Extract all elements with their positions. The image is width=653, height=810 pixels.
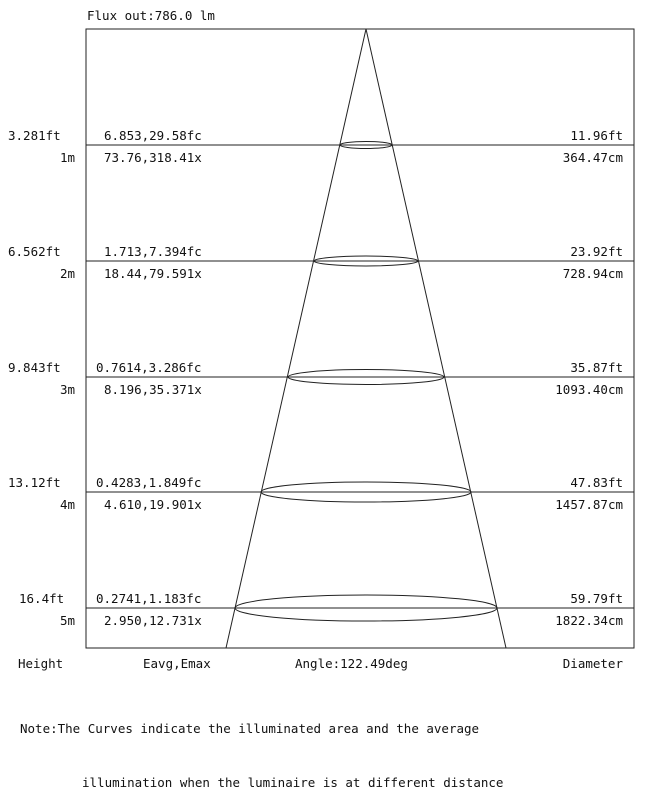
- height-ft-label: 6.562ft: [8, 244, 61, 259]
- note-line-2: illumination when the luminaire is at di…: [82, 775, 504, 790]
- height-m-label: 1m: [60, 150, 75, 165]
- diameter-cm-label: 1822.34cm: [555, 613, 623, 628]
- diameter-ft-label: 23.92ft: [570, 244, 623, 259]
- height-m-label: 2m: [60, 266, 75, 281]
- note-line-1: Note:The Curves indicate the illuminated…: [20, 721, 480, 736]
- diameter-ft-label: 35.87ft: [570, 360, 623, 375]
- illuminance-fc-label: 0.4283,1.849fc: [96, 475, 201, 490]
- height-column-label: Height: [18, 656, 63, 671]
- diameter-ft-label: 59.79ft: [570, 591, 623, 606]
- illumination-curve-5m: [234, 594, 498, 622]
- diameter-cm-label: 364.47cm: [563, 150, 623, 165]
- height-m-label: 3m: [60, 382, 75, 397]
- height-m-label: 5m: [60, 613, 75, 628]
- diameter-cm-label: 728.94cm: [563, 266, 623, 281]
- illuminance-lx-label: 2.950,12.731x: [104, 613, 202, 628]
- diameter-ft-label: 47.83ft: [570, 475, 623, 490]
- height-ft-label: 9.843ft: [8, 360, 61, 375]
- diameter-column-label: Diameter: [563, 656, 624, 671]
- height-m-label: 4m: [60, 497, 75, 512]
- illuminance-lx-label: 18.44,79.591x: [104, 266, 202, 281]
- diameter-cm-label: 1093.40cm: [555, 382, 623, 397]
- beam-cone-left-edge: [225, 28, 367, 649]
- illumination-curve-3m: [287, 369, 445, 385]
- flux-out-label: Flux out:786.0 lm: [87, 8, 215, 23]
- diagram-frame: [85, 28, 635, 649]
- beam-cone-right-edge: [365, 28, 507, 649]
- illuminance-lx-label: 73.76,318.41x: [104, 150, 202, 165]
- illuminance-fc-label: 0.7614,3.286fc: [96, 360, 201, 375]
- height-ft-label: 3.281ft: [8, 128, 61, 143]
- illuminance-fc-label: 6.853,29.58fc: [104, 128, 202, 143]
- illumination-curve-4m: [260, 481, 472, 503]
- illumination-curve-1m: [339, 141, 393, 149]
- note-text: Note:The Curves indicate the illuminated…: [20, 684, 653, 810]
- height-ft-label: 13.12ft: [8, 475, 61, 490]
- illuminance-fc-label: 0.2741,1.183fc: [96, 591, 201, 606]
- eavg-emax-column-label: Eavg,Emax: [143, 656, 211, 671]
- beam-angle-diagram: Flux out:786.0 lm 3.281ft 1m 6.853,29.58…: [8, 8, 635, 671]
- illuminance-fc-label: 1.713,7.394fc: [104, 244, 202, 259]
- illuminance-lx-label: 4.610,19.901x: [104, 497, 202, 512]
- illumination-curve-2m: [313, 255, 419, 267]
- height-ft-label: 16.4ft: [19, 591, 64, 606]
- illuminance-lx-label: 8.196,35.371x: [104, 382, 202, 397]
- diameter-ft-label: 11.96ft: [570, 128, 623, 143]
- beam-angle-label: Angle:122.49deg: [295, 656, 408, 671]
- diameter-cm-label: 1457.87cm: [555, 497, 623, 512]
